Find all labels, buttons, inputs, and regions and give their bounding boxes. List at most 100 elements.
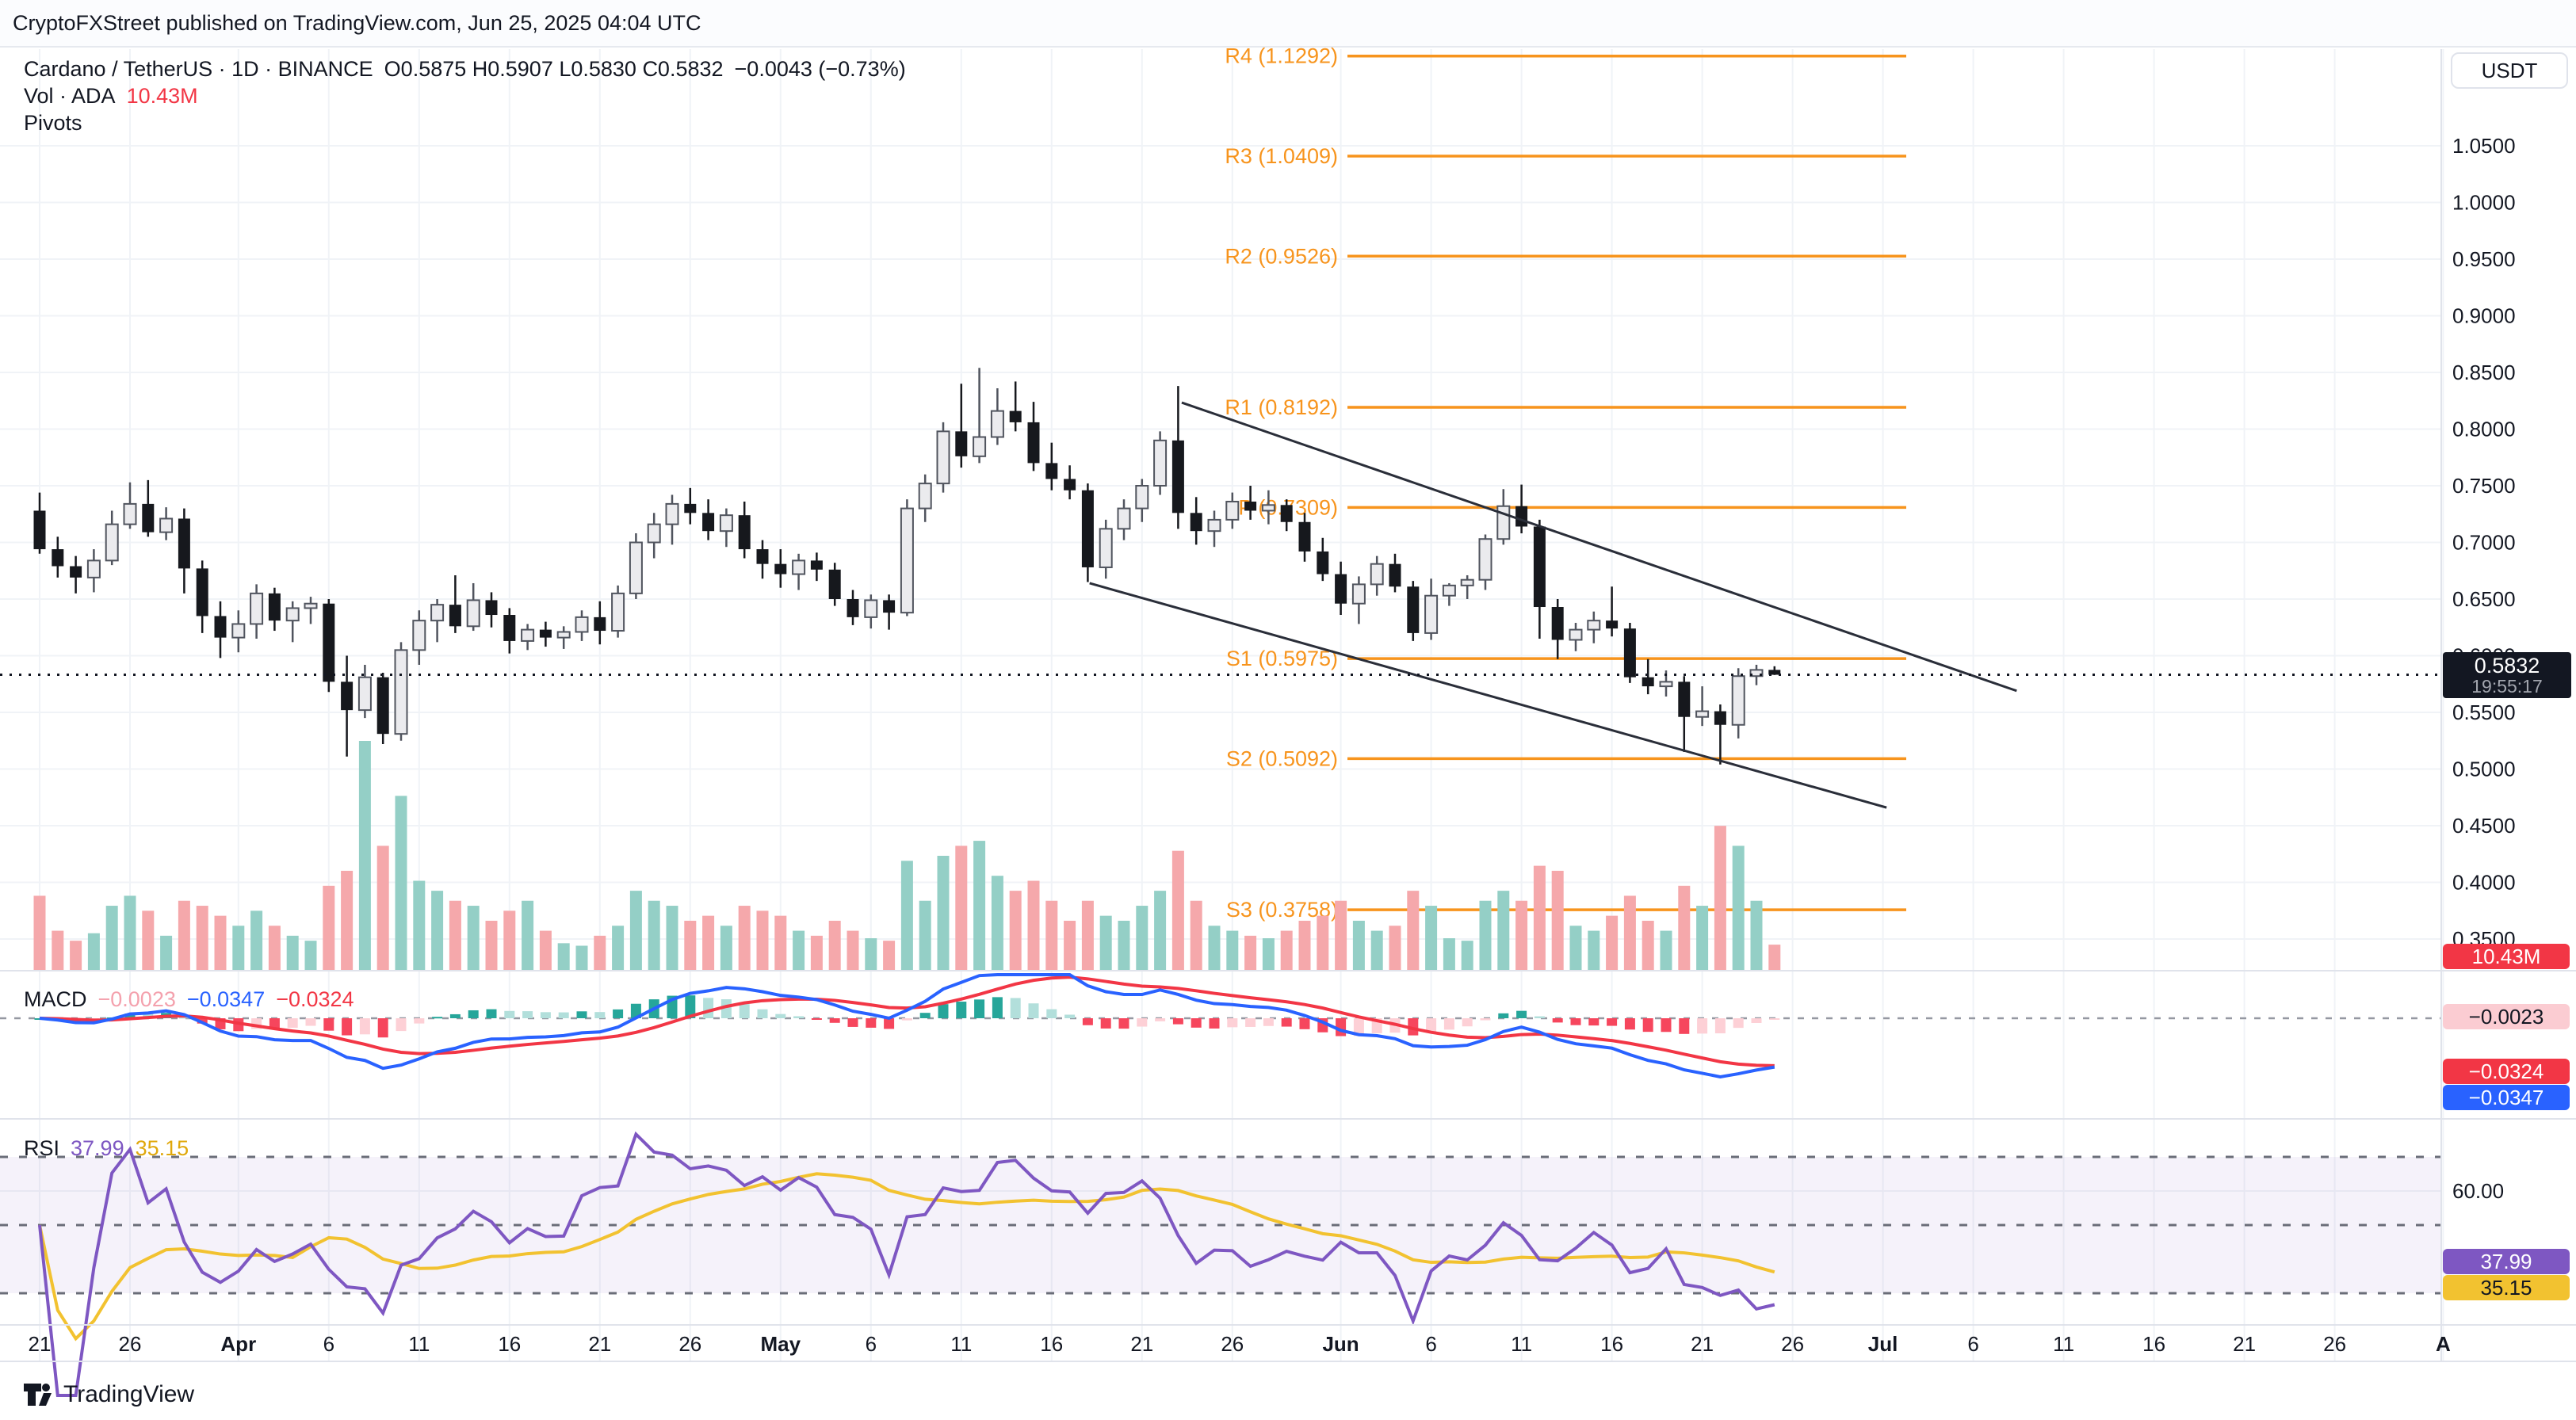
volume-bar	[1425, 906, 1438, 971]
volume-legend[interactable]: Vol · ADA 10.43M	[24, 84, 198, 109]
candle-body	[828, 569, 841, 599]
volume-bar	[1298, 920, 1311, 971]
candle-body	[1551, 607, 1564, 640]
candle-body	[304, 602, 318, 609]
time-axis-label[interactable]: 21	[1130, 1332, 1153, 1356]
macd-histogram-bar	[1552, 1018, 1563, 1023]
time-axis-label[interactable]: 16	[1600, 1332, 1623, 1356]
candle-body	[1642, 677, 1654, 687]
volume-bar	[1389, 926, 1401, 971]
time-axis-label[interactable]: 21	[1691, 1332, 1714, 1356]
macd-histogram-bar	[558, 1012, 569, 1018]
time-axis-label[interactable]: Apr	[220, 1332, 256, 1356]
volume-bar	[702, 915, 715, 971]
volume-bar	[124, 895, 136, 971]
time-axis-label[interactable]: 21	[29, 1332, 52, 1356]
time-axis-label[interactable]: 16	[1040, 1332, 1063, 1356]
price-axis-tick[interactable]: 0.9000	[2452, 304, 2516, 328]
time-axis-label[interactable]: 11	[2053, 1332, 2074, 1356]
macd-histogram-bar	[305, 1018, 316, 1026]
price-axis-tick[interactable]: 0.8500	[2452, 361, 2516, 384]
time-axis-label[interactable]: Jul	[1868, 1332, 1898, 1356]
price-axis-tick[interactable]: 0.6500	[2452, 587, 2516, 611]
candle-body	[1714, 711, 1726, 725]
macd-histogram-bar	[1191, 1018, 1202, 1028]
pivots-legend[interactable]: Pivots	[24, 111, 82, 136]
price-axis-tick[interactable]: 0.9500	[2452, 247, 2516, 271]
volume-bar	[431, 891, 444, 971]
price-axis-tick[interactable]: 0.4000	[2452, 871, 2516, 895]
price-axis-tick[interactable]: 0.5000	[2452, 758, 2516, 781]
price-axis-tick[interactable]: 0.5500	[2452, 700, 2516, 724]
candle-body	[142, 503, 155, 532]
time-axis-label[interactable]: 11	[1511, 1332, 1532, 1356]
trendline-lower[interactable]	[1089, 582, 1887, 809]
candle-body	[485, 600, 498, 616]
volume-label: Vol · ADA	[24, 84, 116, 108]
time-axis-label[interactable]: 16	[498, 1332, 521, 1356]
time-axis-label[interactable]: May	[761, 1332, 801, 1356]
macd-histogram-bar	[576, 1011, 587, 1018]
time-axis-label[interactable]: 21	[588, 1332, 611, 1356]
candle-body	[1478, 538, 1492, 581]
macd-histogram-bar	[504, 1010, 515, 1018]
price-axis-tick[interactable]: 1.0000	[2452, 191, 2516, 215]
candle-body	[341, 681, 354, 711]
currency-toggle-button[interactable]: USDT	[2451, 52, 2568, 89]
volume-bar	[1226, 930, 1239, 971]
candle-body	[268, 593, 281, 621]
price-axis-tick[interactable]: 1.0500	[2452, 134, 2516, 158]
candle-body	[323, 603, 335, 682]
rsi-label: RSI	[24, 1136, 60, 1160]
time-axis-label[interactable]: 6	[323, 1332, 334, 1356]
time-axis-label[interactable]: 26	[1221, 1332, 1244, 1356]
time-axis-label[interactable]: 26	[2323, 1332, 2346, 1356]
volume-bar	[87, 933, 100, 971]
time-axis-label[interactable]: 16	[2142, 1332, 2165, 1356]
symbol-legend[interactable]: Cardano / TetherUS · 1D · BINANCE O0.587…	[24, 57, 906, 82]
candle-body	[847, 599, 859, 617]
price-axis-tick[interactable]: 0.7500	[2452, 474, 2516, 498]
rsi-value: 37.99	[71, 1136, 124, 1160]
ohlc-values: O0.5875 H0.5907 L0.5830 C0.5832	[384, 57, 724, 81]
time-axis-label[interactable]: 6	[1967, 1332, 1978, 1356]
time-axis-label[interactable]: 21	[2233, 1332, 2256, 1356]
volume-bar	[522, 900, 534, 971]
candle-body	[1064, 479, 1076, 491]
candle-body	[1389, 563, 1401, 587]
candle-body	[1351, 583, 1366, 605]
time-axis-label[interactable]: 26	[119, 1332, 142, 1356]
macd-histogram-badge: −0.0023	[2443, 1004, 2570, 1029]
rsi-ma-badge: 35.15	[2443, 1275, 2570, 1300]
time-axis-label[interactable]: 26	[1781, 1332, 1804, 1356]
time-axis-label[interactable]: 6	[866, 1332, 877, 1356]
candle-body	[539, 629, 552, 638]
trendline-upper[interactable]	[1181, 401, 2017, 693]
pivot-label-R2: R2 (0.9526)	[1225, 244, 1338, 268]
candle-body	[1678, 681, 1691, 717]
price-axis-tick[interactable]: 0.4500	[2452, 814, 2516, 838]
volume-bar	[1696, 906, 1709, 971]
volume-bar	[341, 870, 354, 971]
pivot-label-R1: R1 (0.8192)	[1225, 395, 1338, 419]
volume-bar	[612, 926, 625, 971]
rsi-line	[38, 1131, 1775, 1397]
candle-body	[1117, 507, 1131, 530]
candle-body	[1009, 410, 1022, 422]
time-axis-label[interactable]: 6	[1425, 1332, 1436, 1356]
candle-body	[1587, 620, 1601, 631]
time-axis-label[interactable]: 11	[408, 1332, 430, 1356]
macd-legend[interactable]: MACD −0.0023 −0.0347 −0.0324	[24, 987, 354, 1012]
tradingview-logo[interactable]: TradingView	[22, 1379, 194, 1410]
time-axis-label[interactable]: Jun	[1322, 1332, 1359, 1356]
rsi-legend[interactable]: RSI 37.99 35.15	[24, 1136, 189, 1161]
macd-histogram-bar	[432, 1017, 443, 1019]
volume-bar	[684, 920, 697, 971]
candle-body	[394, 649, 408, 735]
price-axis-tick[interactable]: 0.8000	[2452, 418, 2516, 441]
price-axis-tick[interactable]: 0.7000	[2452, 531, 2516, 555]
time-axis-label[interactable]: A	[2436, 1332, 2451, 1356]
time-axis-label[interactable]: 11	[950, 1332, 972, 1356]
time-axis-label[interactable]: 26	[678, 1332, 701, 1356]
